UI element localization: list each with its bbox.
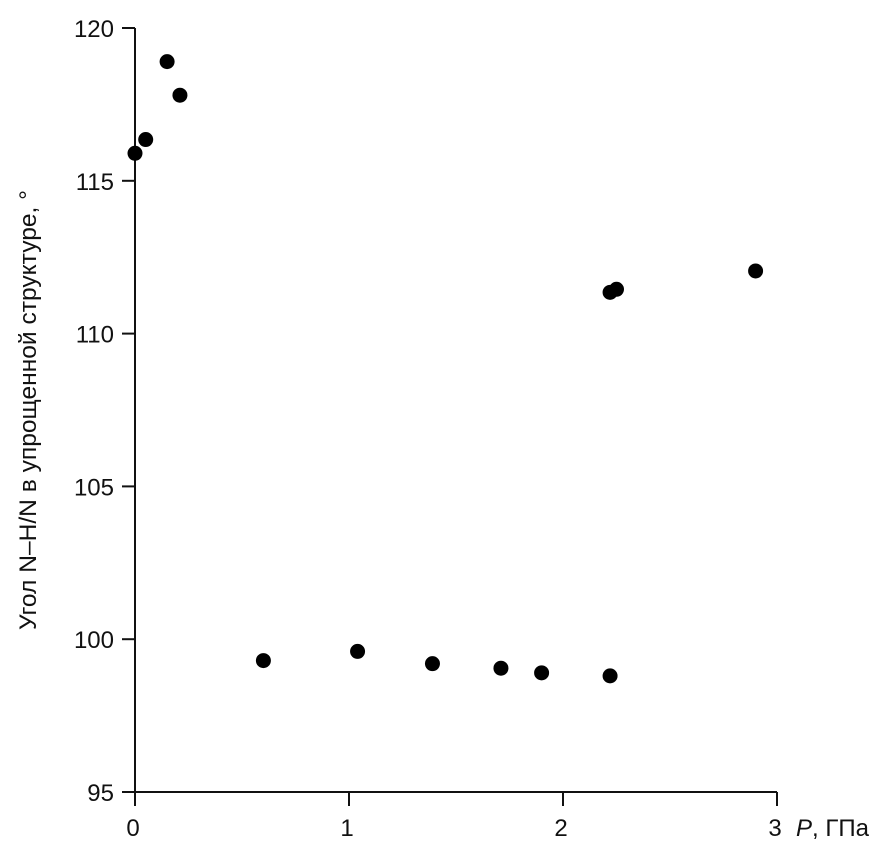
y-tick-label: 100 <box>74 627 114 654</box>
y-tick-label: 120 <box>74 16 114 43</box>
data-point <box>748 263 764 279</box>
y-tick-label: 95 <box>87 780 114 807</box>
x-tick-label: 1 <box>340 815 353 842</box>
data-point <box>159 54 175 70</box>
data-point <box>602 668 618 684</box>
data-point <box>424 656 440 672</box>
data-point <box>127 145 143 161</box>
y-axis-label: Угол N–H/N в упрощенной структуре, ° <box>15 190 42 630</box>
x-tick-label: 0 <box>126 815 139 842</box>
x-tick-label: 3 <box>768 815 781 842</box>
x-axis-label: P, ГПа <box>796 815 870 842</box>
y-tick-label: 110 <box>76 322 114 349</box>
data-point <box>609 281 624 297</box>
data-point <box>255 653 271 669</box>
data-point <box>138 132 154 148</box>
data-point <box>172 87 188 103</box>
y-tick-label: 105 <box>74 474 114 501</box>
data-point <box>350 643 366 659</box>
x-axis-unit: , ГПа <box>812 815 870 842</box>
x-tick-label: 2 <box>554 815 567 842</box>
y-tick-label: 115 <box>76 169 114 196</box>
data-point <box>534 665 550 681</box>
x-axis-variable: P <box>796 815 812 842</box>
data-point <box>493 660 509 676</box>
